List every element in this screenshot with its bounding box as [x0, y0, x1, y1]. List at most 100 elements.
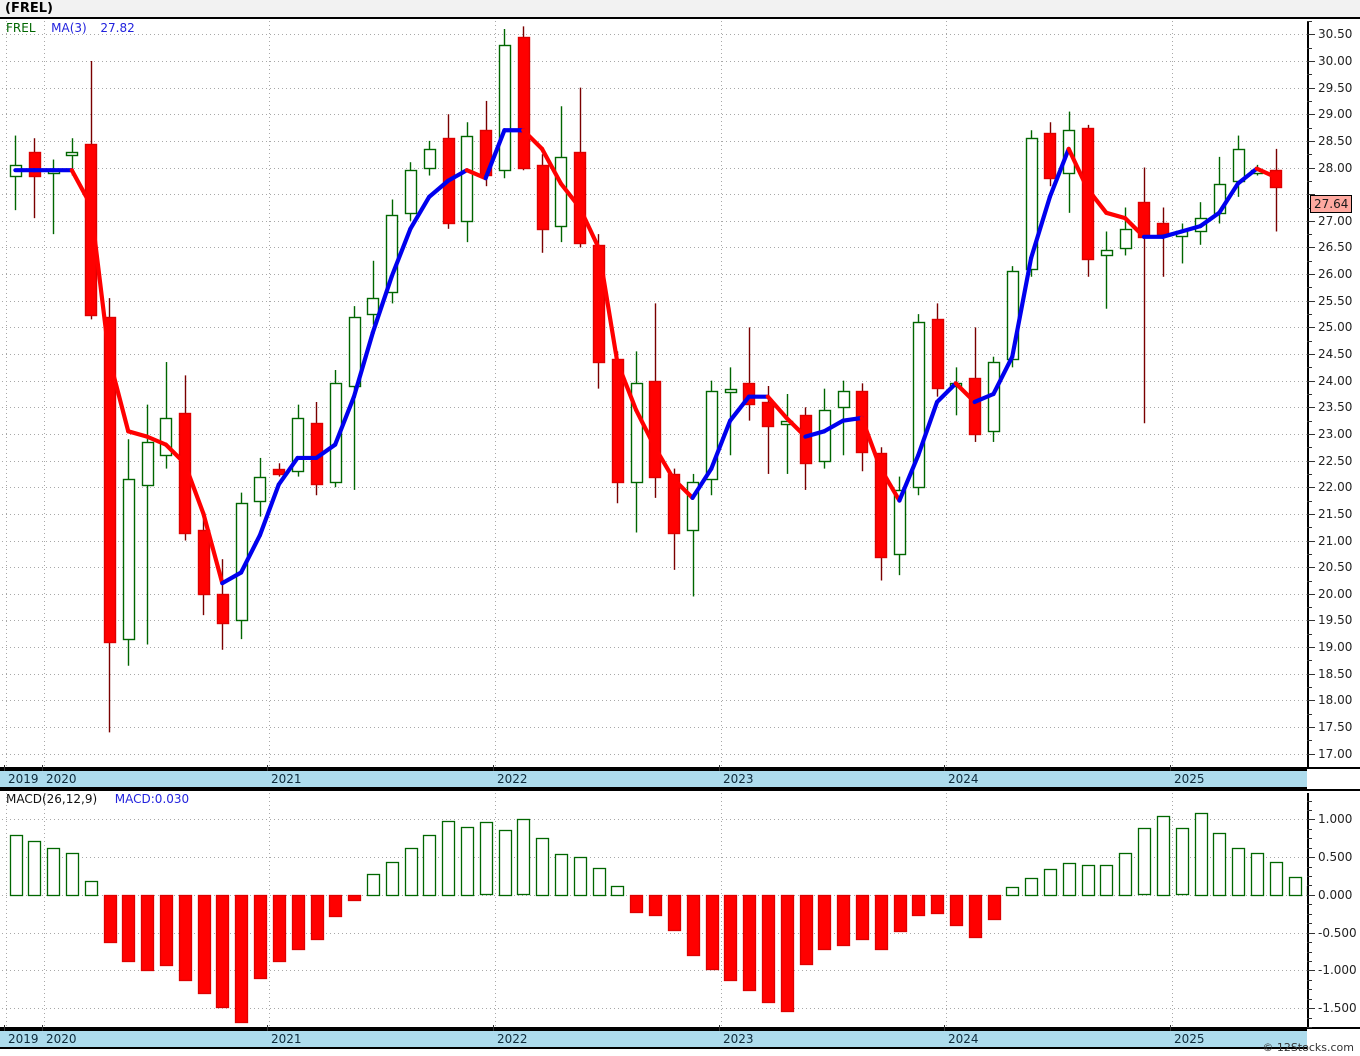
- date-axis-tick: [719, 765, 720, 771]
- price-axis-tick: [1307, 647, 1315, 648]
- price-axis-label: 25.50: [1318, 293, 1353, 308]
- price-axis-label: 22.00: [1318, 480, 1353, 495]
- price-axis-label: 17.50: [1318, 720, 1353, 735]
- price-axis-tick: [1307, 594, 1315, 595]
- macd-legend-indicator: MACD(26,12,9): [6, 792, 98, 806]
- price-axis-label: 18.00: [1318, 693, 1353, 708]
- price-axis-minor-tick: [1307, 341, 1312, 342]
- date-axis-year-label: 2019: [8, 1032, 39, 1046]
- price-axis-minor-tick: [1307, 607, 1312, 608]
- macd-axis-minor-tick: [1307, 885, 1312, 886]
- macd-axis-tick: [1307, 933, 1315, 934]
- window-title: (FREL): [5, 1, 53, 16]
- macd-axis-minor-tick: [1307, 838, 1312, 839]
- date-axis-year-label: 2024: [948, 772, 979, 786]
- price-axis-label: 20.50: [1318, 560, 1353, 575]
- price-axis-label: 22.50: [1318, 453, 1353, 468]
- price-axis-minor-tick: [1307, 261, 1312, 262]
- price-axis-tick: [1307, 354, 1315, 355]
- price-axis-tick: [1307, 114, 1315, 115]
- price-axis-minor-tick: [1307, 447, 1312, 448]
- price-axis-label: 17.00: [1318, 746, 1353, 761]
- price-axis-tick: [1307, 541, 1315, 542]
- date-axis-year-label: 2023: [723, 772, 754, 786]
- price-axis-tick: [1307, 274, 1315, 275]
- macd-axis-minor-tick: [1307, 961, 1312, 962]
- macd-axis-minor-tick: [1307, 1018, 1312, 1019]
- price-axis-minor-tick: [1307, 234, 1312, 235]
- price-axis-label: 30.50: [1318, 27, 1353, 42]
- price-axis-minor-tick: [1307, 128, 1312, 129]
- price-panel: FREL MA(3) 27.82 30.50 30.00 29.50 29.00 28.…: [0, 17, 1360, 769]
- date-axis-tick: [719, 1025, 720, 1031]
- price-axis-label: 21.50: [1318, 506, 1353, 521]
- price-axis-tick: [1307, 487, 1315, 488]
- macd-axis-minor-tick: [1307, 942, 1312, 943]
- date-axis-tick: [42, 765, 43, 771]
- price-axis-minor-tick: [1307, 421, 1312, 422]
- price-axis-minor-tick: [1307, 634, 1312, 635]
- date-axis-year-label: 2025: [1174, 1032, 1205, 1046]
- price-axis-minor-tick: [1307, 501, 1312, 502]
- macd-panel: MACD(26,12,9) MACD:0.030 1.000 0.500 0.000…: [0, 789, 1360, 1029]
- price-axis-label: 23.00: [1318, 426, 1353, 441]
- price-axis-minor-tick: [1307, 287, 1312, 288]
- date-axis-tick: [944, 1025, 945, 1031]
- date-axis-tick: [944, 765, 945, 771]
- date-axis-year-label: 2022: [497, 772, 528, 786]
- price-axis-minor-tick: [1307, 21, 1312, 22]
- macd-axis-tick: [1307, 1008, 1315, 1009]
- date-axis-year-label: 2021: [271, 1032, 302, 1046]
- price-axis-label: 25.00: [1318, 320, 1353, 335]
- price-axis-tick: [1307, 327, 1315, 328]
- legend-indicator-value: 27.82: [100, 21, 135, 35]
- price-axis-minor-tick: [1307, 181, 1312, 182]
- price-axis-tick: [1307, 727, 1315, 728]
- macd-axis-minor-tick: [1307, 1027, 1312, 1028]
- date-axis-tick: [42, 1025, 43, 1031]
- date-axis-tick: [267, 765, 268, 771]
- price-axis-tick: [1307, 381, 1315, 382]
- date-axis-year-label: 2024: [948, 1032, 979, 1046]
- price-axis-label: 23.50: [1318, 400, 1353, 415]
- macd-axis-minor-tick: [1307, 801, 1312, 802]
- price-axis-tick: [1307, 620, 1315, 621]
- copyright-label: © 12Stocks.com: [1262, 1041, 1354, 1054]
- date-axis-year-label: 2019: [8, 772, 39, 786]
- macd-axis-minor-tick: [1307, 829, 1312, 830]
- price-axis-tick: [1307, 434, 1315, 435]
- macd-axis-minor-tick: [1307, 989, 1312, 990]
- price-axis-label: 20.00: [1318, 586, 1353, 601]
- price-axis-minor-tick: [1307, 527, 1312, 528]
- macd-axis-minor-tick: [1307, 980, 1312, 981]
- price-axis-label: 19.00: [1318, 640, 1353, 655]
- date-axis-year-label: 2020: [46, 1032, 77, 1046]
- price-axis-minor-tick: [1307, 208, 1312, 209]
- price-axis-label: 30.00: [1318, 53, 1353, 68]
- date-axis-year-label: 2022: [497, 1032, 528, 1046]
- price-axis-minor-tick: [1307, 367, 1312, 368]
- macd-axis-label: -1.000: [1318, 963, 1357, 978]
- macd-axis-tick: [1307, 970, 1315, 971]
- price-axis-tick: [1307, 194, 1315, 195]
- macd-axis-tick: [1307, 895, 1315, 896]
- macd-axis-label: -1.500: [1318, 1001, 1357, 1016]
- price-axis-minor-tick: [1307, 314, 1312, 315]
- legend-symbol: FREL: [6, 21, 36, 35]
- price-axis-minor-tick: [1307, 740, 1312, 741]
- price-axis-minor-tick: [1307, 74, 1312, 75]
- macd-axis-minor-tick: [1307, 999, 1312, 1000]
- macd-axis-minor-tick: [1307, 848, 1312, 849]
- price-plot-area[interactable]: [2, 21, 1307, 767]
- title-bar: (FREL): [0, 0, 1360, 17]
- date-axis-top[interactable]: 2019 2020 2021 2022 2023 2024 2025: [0, 765, 1307, 789]
- macd-axis-minor-tick: [1307, 904, 1312, 905]
- macd-plot-area[interactable]: [2, 793, 1307, 1027]
- price-axis-minor-tick: [1307, 660, 1312, 661]
- price-axis-minor-tick: [1307, 474, 1312, 475]
- date-axis-year-label: 2025: [1174, 772, 1205, 786]
- date-axis-bottom[interactable]: 2019 2020 2021 2022 2023 2024 2025: [0, 1025, 1307, 1049]
- date-axis-year-label: 2020: [46, 772, 77, 786]
- price-axis: 30.50 30.00 29.50 29.00 28.50 28.00 27.00 26.50…: [1307, 21, 1360, 767]
- macd-histogram-svg: [2, 793, 1307, 1027]
